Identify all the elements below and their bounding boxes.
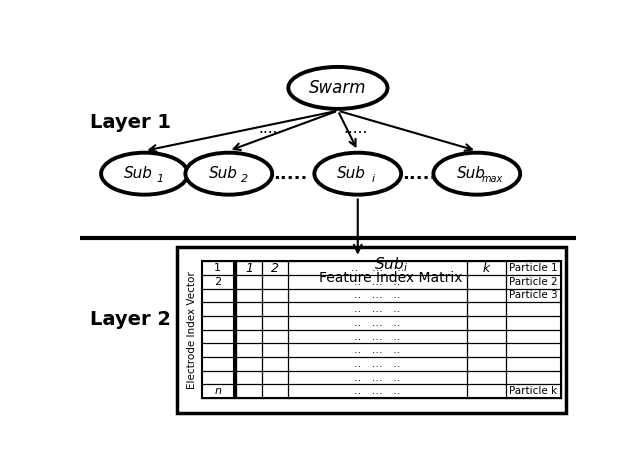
Text: 2: 2: [271, 262, 279, 274]
Text: 1: 1: [157, 174, 164, 184]
Text: Sub: Sub: [209, 166, 237, 181]
Text: Sub: Sub: [456, 166, 485, 181]
Text: n: n: [214, 386, 221, 396]
Text: ..   ...   ..: .. ... ..: [355, 331, 401, 342]
Text: .....: .....: [259, 120, 283, 136]
Bar: [202, 261, 234, 398]
Text: Layer 2: Layer 2: [90, 310, 171, 329]
Ellipse shape: [433, 153, 520, 195]
Text: Feature Index Matrix: Feature Index Matrix: [319, 272, 463, 285]
Bar: [236, 261, 561, 398]
Text: Particle 1: Particle 1: [509, 263, 558, 273]
Text: Sub: Sub: [337, 166, 366, 181]
Text: .....: .....: [403, 164, 437, 182]
Text: ..   ...   ..: .. ... ..: [355, 304, 401, 314]
Text: .....: .....: [274, 164, 308, 182]
Text: Layer 1: Layer 1: [90, 113, 171, 132]
Text: Particle 3: Particle 3: [509, 291, 558, 301]
Text: 2: 2: [214, 277, 221, 287]
Ellipse shape: [314, 153, 401, 195]
Text: ..   ...   ..: .. ... ..: [355, 277, 401, 287]
Bar: [177, 246, 566, 413]
Text: i: i: [372, 174, 375, 184]
Text: 2: 2: [241, 174, 248, 184]
Text: Particle k: Particle k: [509, 386, 557, 396]
Text: Sub: Sub: [124, 166, 153, 181]
Text: 1: 1: [214, 263, 221, 273]
Text: Particle 2: Particle 2: [509, 277, 558, 287]
Text: k: k: [483, 262, 490, 274]
Text: max: max: [482, 174, 503, 184]
Text: ..   ...   ..: .. ... ..: [355, 359, 401, 369]
Text: Electrode Index Vector: Electrode Index Vector: [187, 271, 196, 389]
Text: 1: 1: [245, 262, 253, 274]
Ellipse shape: [101, 153, 188, 195]
Text: .....: .....: [343, 120, 367, 136]
Text: Swarm: Swarm: [309, 79, 367, 97]
Text: ..   ...   ..: .. ... ..: [355, 386, 401, 396]
Text: ..   ...   ..: .. ... ..: [355, 318, 401, 328]
Text: ..   ...   ..: .. ... ..: [355, 291, 401, 301]
Text: $Sub_i$: $Sub_i$: [374, 256, 408, 274]
Text: ..   ...   ..: .. ... ..: [355, 345, 401, 355]
Ellipse shape: [288, 67, 388, 109]
Text: ..   ...   ..: .. ... ..: [355, 373, 401, 383]
Text: ..    ...    ..: .. ... ..: [351, 263, 404, 273]
Ellipse shape: [186, 153, 272, 195]
